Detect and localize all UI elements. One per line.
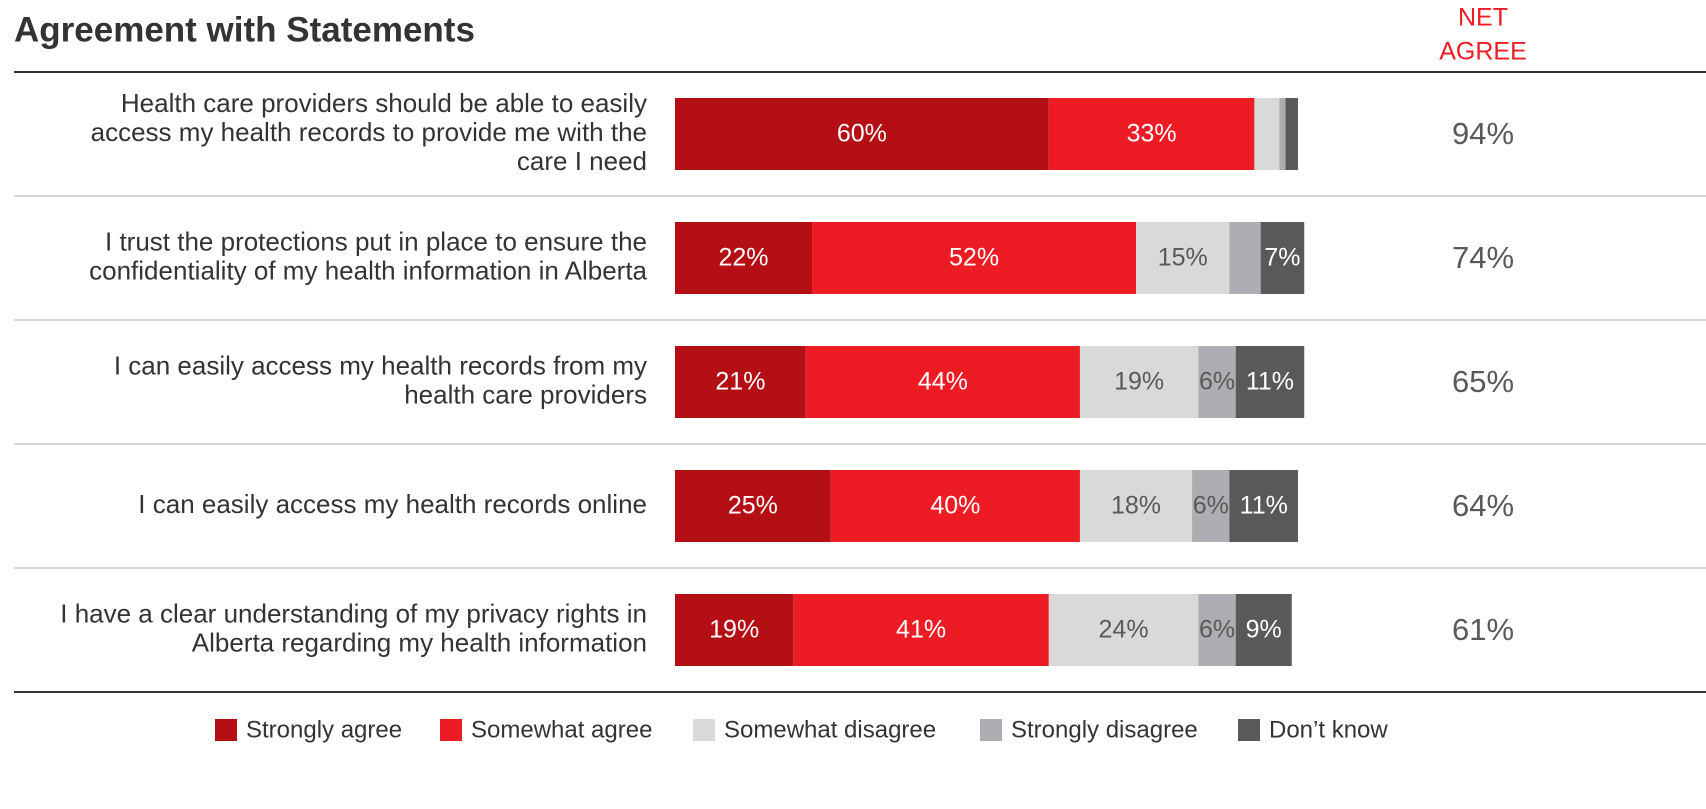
legend-swatch xyxy=(440,719,462,741)
bar-segment xyxy=(1235,346,1305,418)
legend-label: Somewhat agree xyxy=(471,716,652,743)
bar-segment xyxy=(1192,470,1230,542)
net-agree-value: 65% xyxy=(1452,364,1514,399)
bar-segment xyxy=(1079,346,1199,418)
value-label: 41% xyxy=(896,616,946,644)
value-label: 19% xyxy=(709,616,759,644)
bar-segment xyxy=(675,470,831,542)
bar-segment xyxy=(1198,346,1236,418)
value-label: 7% xyxy=(1264,244,1300,272)
chart-title: Agreement with Statements xyxy=(14,10,475,49)
bar-segment xyxy=(1048,98,1255,170)
bar-segment xyxy=(675,346,806,418)
bar-segment xyxy=(1260,222,1305,294)
category-label: I can easily access my health records on… xyxy=(138,489,647,519)
category-label: I have a clear understanding of my priva… xyxy=(60,598,647,657)
value-label: 44% xyxy=(918,368,968,396)
net-agree-title: NET xyxy=(1458,4,1508,32)
net-agree-value: 94% xyxy=(1452,116,1514,151)
net-agree-value: 74% xyxy=(1452,240,1514,275)
value-label: 11% xyxy=(1240,492,1288,520)
value-label: 40% xyxy=(930,492,980,520)
legend-swatch xyxy=(215,719,237,741)
bar-segment xyxy=(675,222,813,294)
legend-label: Don’t know xyxy=(1269,716,1388,743)
bar-segment xyxy=(1285,98,1298,170)
bar-segment xyxy=(675,594,794,666)
bar-segment xyxy=(1235,594,1292,666)
bar-segment xyxy=(1229,470,1298,542)
legend-swatch xyxy=(1238,719,1260,741)
net-agree-value: 61% xyxy=(1452,612,1514,647)
bar-segment xyxy=(1136,222,1230,294)
category-label: Health care providers should be able to … xyxy=(91,88,647,176)
legend-label: Strongly agree xyxy=(246,716,402,743)
legend-label: Somewhat disagree xyxy=(724,716,936,743)
value-label: 11% xyxy=(1246,368,1294,396)
bar-segment xyxy=(675,98,1049,170)
bar-segment xyxy=(793,594,1049,666)
value-label: 19% xyxy=(1114,368,1164,396)
value-label: 6% xyxy=(1199,616,1235,644)
bar-segment xyxy=(1048,594,1199,666)
bar-segment xyxy=(1198,594,1236,666)
bar-segment xyxy=(1079,470,1193,542)
value-label: 15% xyxy=(1158,244,1208,272)
bar-segment xyxy=(830,470,1080,542)
value-label: 18% xyxy=(1111,492,1161,520)
legend-swatch xyxy=(693,719,715,741)
category-label: I can easily access my health records fr… xyxy=(114,350,647,409)
value-label: 21% xyxy=(715,368,765,396)
value-label: 6% xyxy=(1199,368,1235,396)
category-label: I trust the protections put in place to … xyxy=(89,226,647,285)
value-label: 60% xyxy=(837,120,887,148)
value-label: 24% xyxy=(1099,616,1149,644)
value-label: 6% xyxy=(1193,492,1229,520)
bar-segment xyxy=(1229,222,1261,294)
value-label: 52% xyxy=(949,244,999,272)
net-agree-title: AGREE xyxy=(1439,38,1527,66)
value-label: 25% xyxy=(728,492,778,520)
value-label: 22% xyxy=(719,244,769,272)
value-label: 9% xyxy=(1246,616,1282,644)
bar-segment xyxy=(812,222,1137,294)
legend-swatch xyxy=(980,719,1002,741)
net-agree-value: 64% xyxy=(1452,488,1514,523)
bar-segment xyxy=(805,346,1080,418)
bar-segment xyxy=(1254,98,1280,170)
bar-segment xyxy=(1279,98,1286,170)
value-label: 33% xyxy=(1127,120,1177,148)
legend-label: Strongly disagree xyxy=(1011,716,1198,743)
